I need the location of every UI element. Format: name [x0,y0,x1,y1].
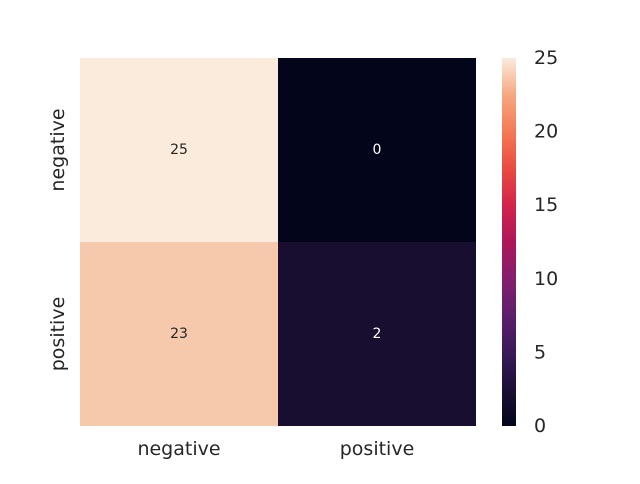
cell-annotation: 25 [170,142,188,158]
colorbar: 0 5 10 15 20 25 [502,47,558,437]
heatmap-cell-negative-negative [80,58,278,242]
cell-annotation: 23 [170,326,188,342]
cell-annotations: 25 0 23 2 [170,142,381,342]
cell-annotation: 0 [373,142,382,158]
colorbar-tick-label: 0 [534,415,546,437]
colorbar-tick-label: 10 [534,268,558,290]
heatmap-cell-positive-negative [80,242,278,426]
y-tick-label: positive [47,297,69,372]
axis-tick-labels: negative positive negative positive [47,108,414,460]
x-tick-label: positive [340,438,415,460]
heatmap-cell-negative-positive [278,58,476,242]
heatmap-cells [80,58,476,426]
colorbar-tick-label: 20 [534,121,558,143]
y-tick-label: negative [47,108,69,191]
heatmap-cell-positive-positive [278,242,476,426]
colorbar-tick-label: 5 [534,341,546,363]
colorbar-gradient [502,58,516,426]
x-tick-label: negative [137,438,220,460]
cell-annotation: 2 [373,326,382,342]
colorbar-tick-label: 15 [534,194,558,216]
colorbar-tick-label: 25 [534,47,558,69]
